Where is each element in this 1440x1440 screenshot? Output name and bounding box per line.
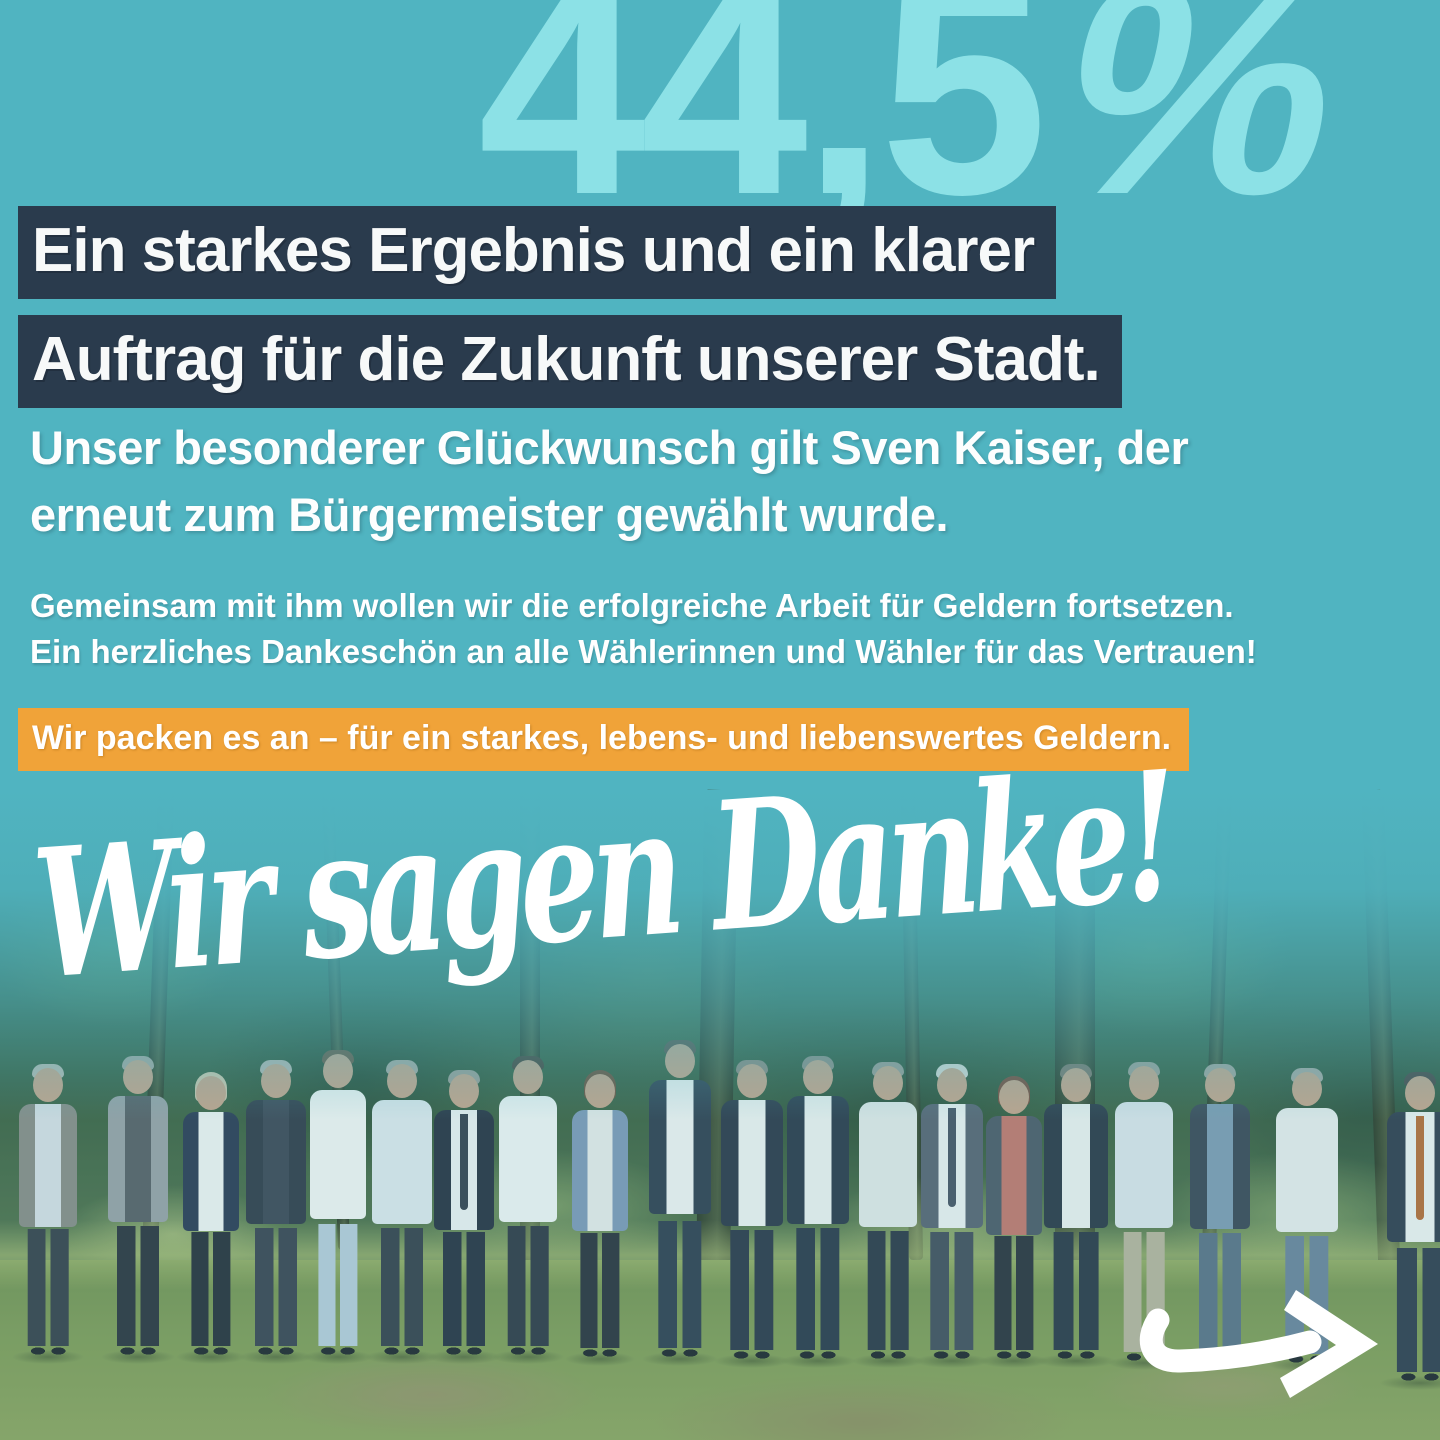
teal-fade-overlay <box>0 790 1440 1120</box>
subheadline-line-2: erneut zum Bürgermeister gewählt wurde. <box>30 488 949 541</box>
highlight-banner: Wir packen es an – für ein starkes, lebe… <box>18 708 1190 771</box>
person-figure <box>913 1064 991 1368</box>
subheadline-line-1: Unser besonderer Glückwunsch gilt Sven K… <box>30 421 1189 474</box>
result-percentage: 44,5% <box>478 0 1366 257</box>
body-text: Gemeinsam mit ihm wollen wir die erfolgr… <box>30 583 1257 675</box>
headline-line-1: Ein starkes Ergebnis und ein klarer <box>18 206 1057 299</box>
person-figure <box>238 1060 314 1364</box>
body-line-1: Gemeinsam mit ihm wollen wir die erfolgr… <box>30 587 1234 624</box>
headline: Ein starkes Ergebnis und ein klarer Auft… <box>18 206 1122 424</box>
percent-sign: % <box>1032 0 1367 257</box>
headline-line-2: Auftrag für die Zukunft unserer Stadt. <box>18 315 1122 408</box>
subheadline: Unser besonderer Glückwunsch gilt Sven K… <box>30 414 1189 548</box>
person-figure <box>713 1060 791 1368</box>
result-number: 44,5 <box>478 0 1048 257</box>
hand-drawn-arrow-icon <box>1139 1290 1378 1398</box>
highlight-text: Wir packen es an – für ein starkes, lebe… <box>18 708 1190 771</box>
body-line-2: Ein herzliches Dankeschön an alle Wähler… <box>30 633 1257 670</box>
